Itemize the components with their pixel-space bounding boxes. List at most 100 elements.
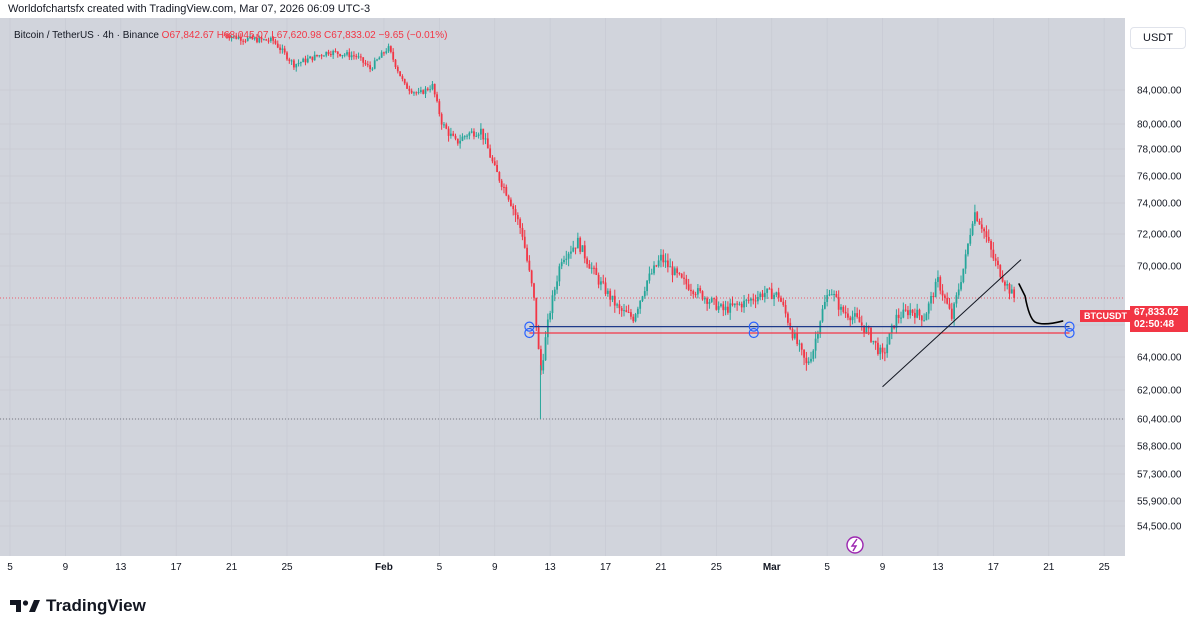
candle-body — [385, 51, 388, 54]
time-tick-label: 9 — [880, 562, 886, 573]
legend-symbol[interactable]: Bitcoin / TetherUS · 4h · Binance — [14, 30, 159, 41]
candle-body — [299, 62, 302, 64]
candle-body — [939, 277, 942, 291]
candle-body — [743, 300, 745, 308]
candle-body — [978, 221, 981, 225]
time-tick-label: 5 — [824, 562, 830, 573]
candle-body — [461, 136, 464, 141]
candle-body — [350, 55, 353, 58]
candle-body — [671, 266, 674, 276]
drawing-handle — [748, 321, 759, 332]
candle-body — [419, 90, 422, 92]
plot-area[interactable] — [0, 18, 1125, 556]
candle-body — [879, 347, 882, 355]
time-tick-label: 9 — [63, 562, 69, 573]
candle-body — [590, 267, 593, 269]
candle-body — [641, 296, 644, 301]
candle-body — [526, 247, 528, 261]
candle-body — [683, 277, 685, 279]
candle-body — [680, 273, 683, 278]
candle-body — [770, 288, 773, 300]
alert-icon[interactable] — [846, 536, 864, 554]
currency-button[interactable]: USDT — [1130, 27, 1186, 49]
candle-body — [426, 88, 429, 90]
candle-body — [775, 292, 778, 295]
candle-body — [507, 195, 510, 200]
candle-body — [456, 138, 459, 144]
candle-body — [754, 300, 757, 302]
candle-body — [990, 240, 992, 250]
candle-body — [948, 303, 951, 309]
candle-body — [828, 294, 831, 296]
candle-body — [819, 321, 822, 335]
candle-body — [708, 301, 711, 304]
candle-body — [773, 294, 775, 300]
candle-body — [985, 231, 988, 237]
price-tick-label: 76,000.00 — [1137, 172, 1182, 183]
candle-body — [440, 114, 443, 125]
candle-body — [943, 295, 946, 298]
candle-body — [720, 304, 722, 307]
candle-body — [424, 88, 427, 94]
candle-body — [805, 357, 808, 364]
candle-body — [223, 34, 226, 36]
candle-body — [733, 303, 736, 306]
candle-body — [782, 301, 785, 306]
candle-body — [341, 55, 344, 57]
candle-body — [888, 333, 891, 345]
time-tick-label: 21 — [655, 562, 667, 573]
time-axis[interactable] — [0, 556, 1125, 580]
candle-body — [932, 295, 935, 298]
candle-body — [371, 68, 374, 70]
candle-body — [867, 327, 870, 329]
candle-body — [1003, 281, 1006, 286]
candle-body — [736, 303, 739, 305]
projection-scribble — [1018, 283, 1064, 325]
candle-body — [276, 43, 279, 48]
candle-body — [403, 79, 406, 84]
candle-body — [1010, 289, 1013, 294]
candle-body — [807, 361, 810, 364]
price-tick-label: 60,400.00 — [1137, 415, 1182, 426]
candle-body — [249, 36, 251, 39]
candle-body — [263, 39, 265, 41]
candle-body — [463, 136, 466, 138]
candle-body — [334, 51, 337, 53]
brand-name: TradingView — [46, 596, 146, 615]
candle-body — [438, 101, 441, 115]
candle-body — [436, 94, 438, 102]
symbol-legend[interactable]: Bitcoin / TetherUS · 4h · Binance O67,84… — [14, 30, 447, 41]
candle-body — [997, 260, 999, 266]
time-tick-label: 25 — [1099, 562, 1111, 573]
candle-body — [907, 310, 909, 316]
candle-body — [627, 312, 630, 314]
candle-body — [523, 236, 526, 248]
candle-body — [283, 48, 286, 53]
price-axis[interactable] — [1125, 18, 1200, 580]
candle-body — [563, 259, 565, 263]
candlestick-chart[interactable]: 84,000.00 80,000.00 78,000.00 76,000.00 74,0… — [0, 18, 1200, 580]
candle-body — [452, 133, 455, 136]
candle-body — [323, 55, 325, 57]
candle-body — [431, 84, 434, 90]
candle-body — [706, 298, 709, 304]
time-tick-label: 9 — [492, 562, 498, 573]
tradingview-logo[interactable]: TradingView — [10, 596, 146, 616]
candle-body — [235, 35, 238, 39]
candle-body — [863, 325, 865, 333]
candle-body — [597, 274, 600, 285]
candle-body — [701, 291, 704, 300]
candle-body — [417, 91, 420, 93]
candle-body — [738, 303, 741, 305]
last-price-value: 67,833.02 — [1134, 307, 1179, 318]
candle-body — [313, 54, 316, 61]
candle-body — [521, 227, 524, 237]
candle-body — [897, 314, 900, 318]
candle-body — [406, 83, 408, 89]
candle-body — [803, 349, 805, 358]
candle-body — [660, 254, 662, 261]
candle-body — [433, 84, 436, 95]
drawings-group[interactable] — [524, 259, 1075, 388]
chart-frame[interactable]: 84,000.00 80,000.00 78,000.00 76,000.00 74,0… — [0, 18, 1200, 580]
candle-body — [253, 37, 256, 40]
